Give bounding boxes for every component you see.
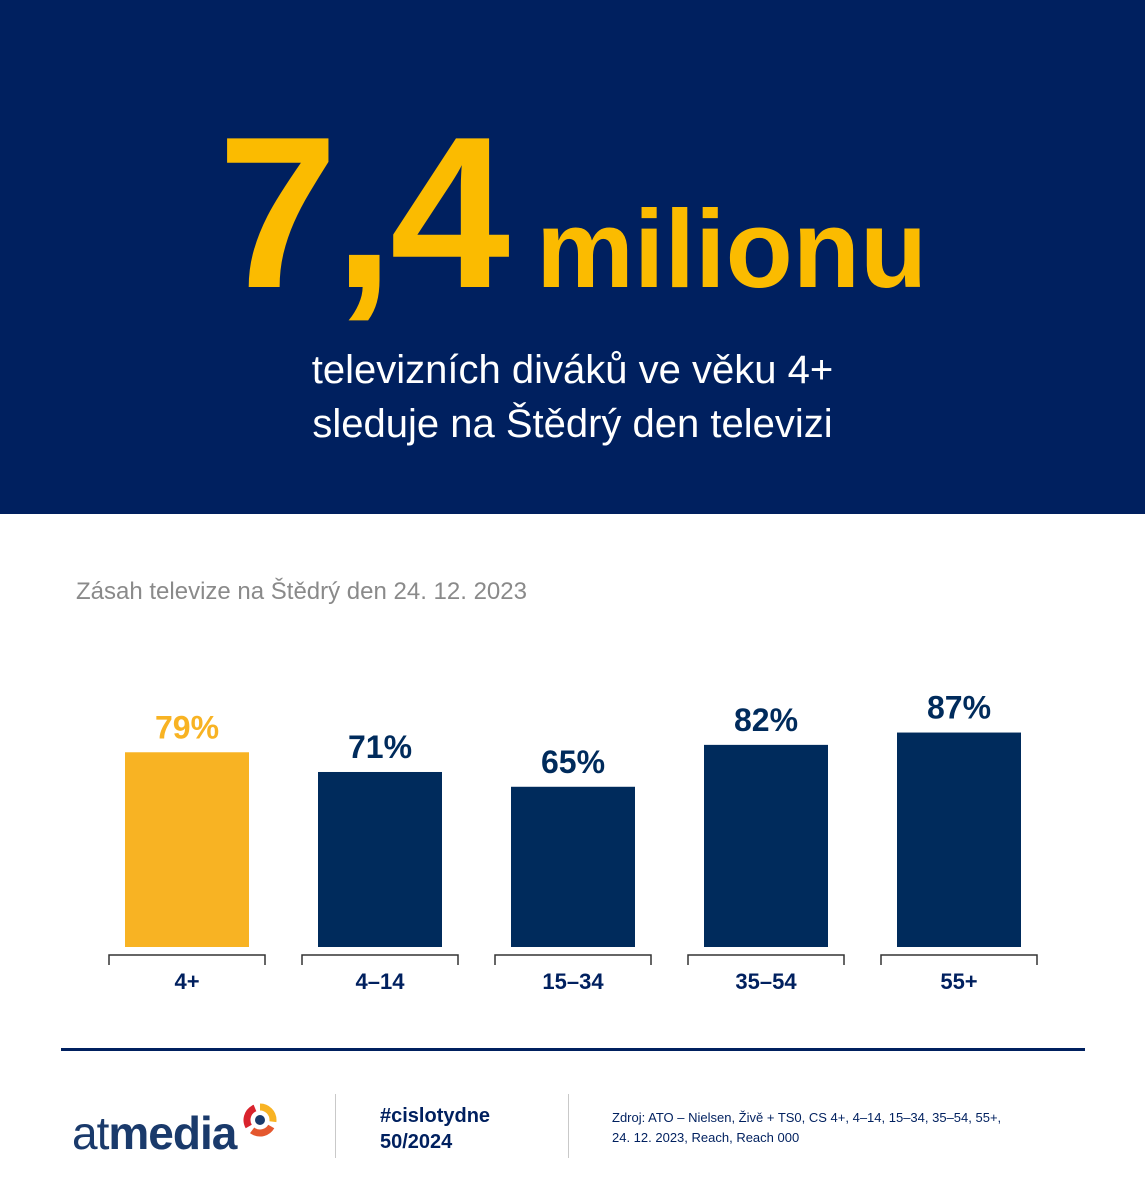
category-bracket [108,954,266,965]
subtitle-line-2: sleduje na Štědrý den televizi [312,402,833,446]
subtitle-line-1: televizních diváků ve věku 4+ [311,348,834,392]
category-bracket [301,954,459,965]
bar-35–54 [704,744,828,947]
hashtag: #cislotydne [380,1105,491,1127]
source-line-2: 24. 12. 2023, Reach, Reach 000 [612,1130,800,1145]
headline-number: 7,4 [217,91,510,333]
headline: 7,4 milionu [0,88,1145,337]
category-label: 4–14 [356,969,406,994]
headline-word: milionu [536,188,928,311]
category-label: 35–54 [735,969,797,994]
source-line-1: Zdroj: ATO – Nielsen, Živě + TS0, CS 4+,… [612,1110,1002,1125]
bar-chart: 79% 4+ 71% 4–14 65% 15–34 82% 35–54 87% 55+ [108,690,1038,994]
logo-text-light: at [72,1107,109,1159]
bar-value-label: 65% [541,744,605,780]
atmedia-logo-icon [243,1103,277,1137]
footer-separator-2 [568,1094,569,1158]
category-bracket [880,954,1038,965]
bar-value-label: 87% [927,690,991,726]
bar-15–34 [511,786,635,947]
bar-55+ [897,732,1021,947]
atmedia-logo: atmedia [72,1106,237,1160]
footer-divider [61,1048,1085,1051]
source-note: Zdroj: ATO – Nielsen, Živě + TS0, CS 4+,… [612,1108,1032,1148]
hero-banner: 7,4 milionu televizních diváků ve věku 4+… [0,0,1145,514]
logo-text-bold: media [108,1107,237,1159]
category-label: 4+ [174,969,199,994]
bar-value-label: 82% [734,702,798,738]
category-label: 15–34 [542,969,604,994]
bar-value-label: 79% [155,709,219,745]
category-bracket [494,954,652,965]
footer-separator-1 [335,1094,336,1158]
chart-title: Zásah televize na Štědrý den 24. 12. 202… [76,578,527,605]
bar-4–14 [318,771,442,947]
bar-4+ [125,752,249,947]
issue-number: 50/2024 [380,1131,453,1153]
category-bracket [687,954,845,965]
category-label: 55+ [940,969,977,994]
hashtag-block: #cislotydne 50/2024 [380,1103,490,1155]
bar-value-label: 71% [348,729,412,765]
